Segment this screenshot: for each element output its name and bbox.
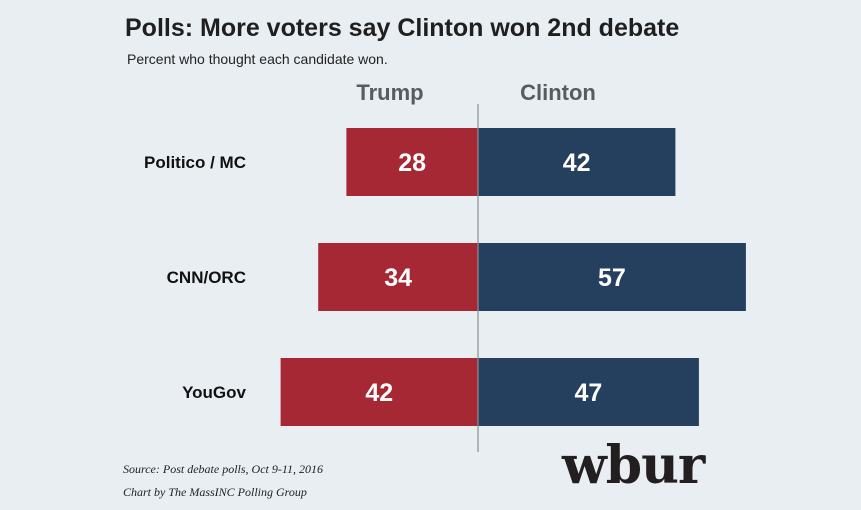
value-label-clinton-yougov: 47 <box>575 379 603 407</box>
category-label-cnn-orc: CNN/ORC <box>167 268 246 287</box>
chart-subtitle: Percent who thought each candidate won. <box>127 51 388 67</box>
source-note: Source: Post debate polls, Oct 9-11, 201… <box>123 462 323 476</box>
bars-group: Politico / MC 28 42 CNN/ORC 34 57 YouGov 42 47 <box>144 128 746 426</box>
category-label-politico-mc: Politico / MC <box>144 153 246 172</box>
bar-trump-yougov <box>280 358 478 426</box>
chart-title: Polls: More voters say Clinton won 2nd d… <box>125 14 680 42</box>
bar-clinton-cnn-orc <box>478 243 746 311</box>
value-label-trump-politico-mc: 28 <box>398 149 426 177</box>
credit-note: Chart by The MassINC Polling Group <box>123 485 307 499</box>
value-label-clinton-cnn-orc: 57 <box>598 264 626 292</box>
bar-clinton-yougov <box>478 358 699 426</box>
category-label-yougov: YouGov <box>182 383 246 402</box>
bar-clinton-politico-mc <box>478 128 676 196</box>
bar-trump-cnn-orc <box>318 243 478 311</box>
series-header-clinton: Clinton <box>520 80 596 105</box>
value-label-trump-cnn-orc: 34 <box>384 264 412 292</box>
value-label-clinton-politico-mc: 42 <box>563 149 591 177</box>
bar-trump-politico-mc <box>346 128 478 196</box>
wbur-logo: wbur <box>562 435 705 496</box>
value-label-trump-yougov: 42 <box>365 379 393 407</box>
series-header-trump: Trump <box>356 80 423 105</box>
